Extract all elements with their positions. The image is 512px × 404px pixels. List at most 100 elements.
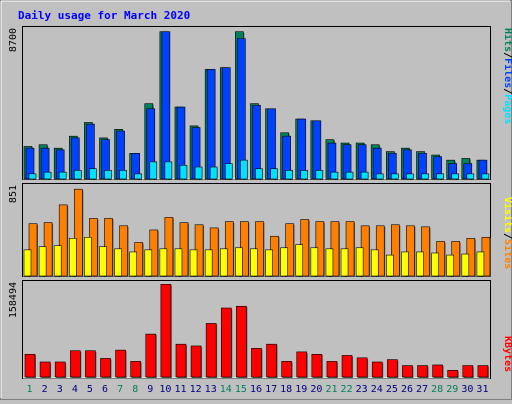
kbytes-bar-day-22 [341,355,353,378]
day-label-14: 14 [220,384,232,395]
day-label-12: 12 [190,384,202,395]
day-label-11: 11 [174,384,186,395]
visits-bar-day-5 [84,237,92,277]
kbytes-bar-day-24 [371,361,383,378]
visits-bar-day-25 [386,254,394,277]
kbytes-bar-day-8 [130,361,141,378]
kbytes-bar-day-17 [266,343,277,378]
pages-bar-day-31 [481,173,490,180]
hits-legend-item-1: / [502,52,512,58]
pages-bar-day-28 [436,173,444,180]
kbytes-ymax-label: 158494 [8,282,19,318]
visits-bar-day-16 [250,248,258,277]
files-bar-day-16 [252,105,261,180]
pages-bar-day-20 [315,170,324,180]
day-label-16: 16 [250,384,262,395]
kbytes-bar-day-14 [220,307,232,378]
pages-bar-day-13 [209,166,218,180]
visits-bar-day-17 [265,249,273,277]
hits-legend: Hits/Files/Pages [502,28,512,124]
visits-bar-day-23 [355,247,364,277]
kbytes-bar-day-7 [115,349,126,378]
pages-bar-day-29 [451,173,460,180]
day-label-9: 9 [147,384,153,395]
pages-bar-day-27 [421,173,429,180]
pages-bar-day-3 [58,171,67,180]
day-label-18: 18 [280,384,292,395]
kbytes-bar-day-1 [24,353,36,378]
day-label-13: 13 [205,384,217,395]
kbytes-legend: KBytes [502,336,512,372]
pages-bar-day-9 [149,161,158,180]
day-label-20: 20 [310,384,322,395]
visits-bar-day-1 [23,249,32,277]
kbytes-bar-day-10 [160,283,172,378]
kbytes-bar-day-23 [356,357,368,378]
day-label-19: 19 [295,384,307,395]
files-bar-day-13 [206,69,216,180]
hits-ymax-label: 8700 [8,28,19,52]
pages-bar-day-1 [28,173,37,180]
visits-bar-day-24 [370,249,379,277]
visits-legend: Visits/Sites [502,197,512,269]
visits-bar-day-31 [476,251,485,277]
kbytes-bar-day-29 [447,369,459,378]
pages-bar-day-5 [89,168,97,180]
day-label-1: 1 [27,384,33,395]
pages-bar-day-26 [406,173,414,180]
pages-bar-day-21 [330,171,339,180]
day-label-29: 29 [446,384,458,395]
kbytes-bar-day-11 [175,343,187,378]
pages-bar-day-11 [179,164,188,180]
files-bar-day-14 [221,67,231,180]
kbytes-bar-day-16 [251,348,262,378]
visits-bar-day-8 [129,251,137,277]
visits-bar-day-26 [401,251,409,277]
day-label-6: 6 [102,384,108,395]
day-label-31: 31 [476,384,488,395]
day-label-3: 3 [57,384,63,395]
day-label-26: 26 [401,384,413,395]
pages-bar-day-14 [224,163,233,180]
day-label-17: 17 [265,384,277,395]
kbytes-bar-day-20 [311,353,323,378]
kbytes-bar-day-12 [190,345,202,378]
visits-bar-day-13 [204,249,213,277]
files-bar-day-15 [237,38,246,180]
visits-bar-day-28 [431,252,439,277]
pages-bar-day-18 [285,170,293,180]
sites-bar-day-25 [391,224,400,277]
visits-bar-day-2 [38,246,47,277]
chart-marks: 8700 Hits/Files/Pages 851 Visits/Sites 15849… [8,28,512,395]
kbytes-bar-day-15 [236,305,247,378]
pages-bar-day-24 [375,173,384,180]
hits-legend-item-2: Files [502,58,512,88]
kbytes-bar-day-2 [39,361,51,378]
day-label-27: 27 [416,384,428,395]
sites-bar-day-27 [421,226,430,277]
visits-bar-day-22 [340,248,349,277]
visits-bar-day-7 [114,248,122,277]
visits-bar-day-20 [310,247,319,277]
files-bar-day-19 [297,118,307,180]
sites-bar-day-26 [406,225,415,277]
day-label-2: 2 [42,384,48,395]
pages-bar-day-15 [240,159,248,180]
visits-legend-item-1: / [502,233,512,239]
visits-ymax-label: 851 [8,185,19,203]
day-label-15: 15 [235,384,247,395]
pages-bar-day-6 [104,170,112,180]
visits-bar-day-18 [280,247,288,277]
visits-bar-day-3 [53,245,62,277]
pages-bar-day-30 [466,173,475,180]
day-label-10: 10 [159,384,171,395]
visits-bar-day-27 [416,251,424,277]
files-bar-day-10 [161,31,171,180]
pages-bar-day-22 [345,171,354,180]
pages-bar-day-8 [134,173,142,180]
sites-bar-day-4 [73,188,83,277]
kbytes-bar-day-6 [100,358,111,378]
sites-bar-day-3 [58,204,68,277]
kbytes-bar-day-9 [145,333,157,378]
